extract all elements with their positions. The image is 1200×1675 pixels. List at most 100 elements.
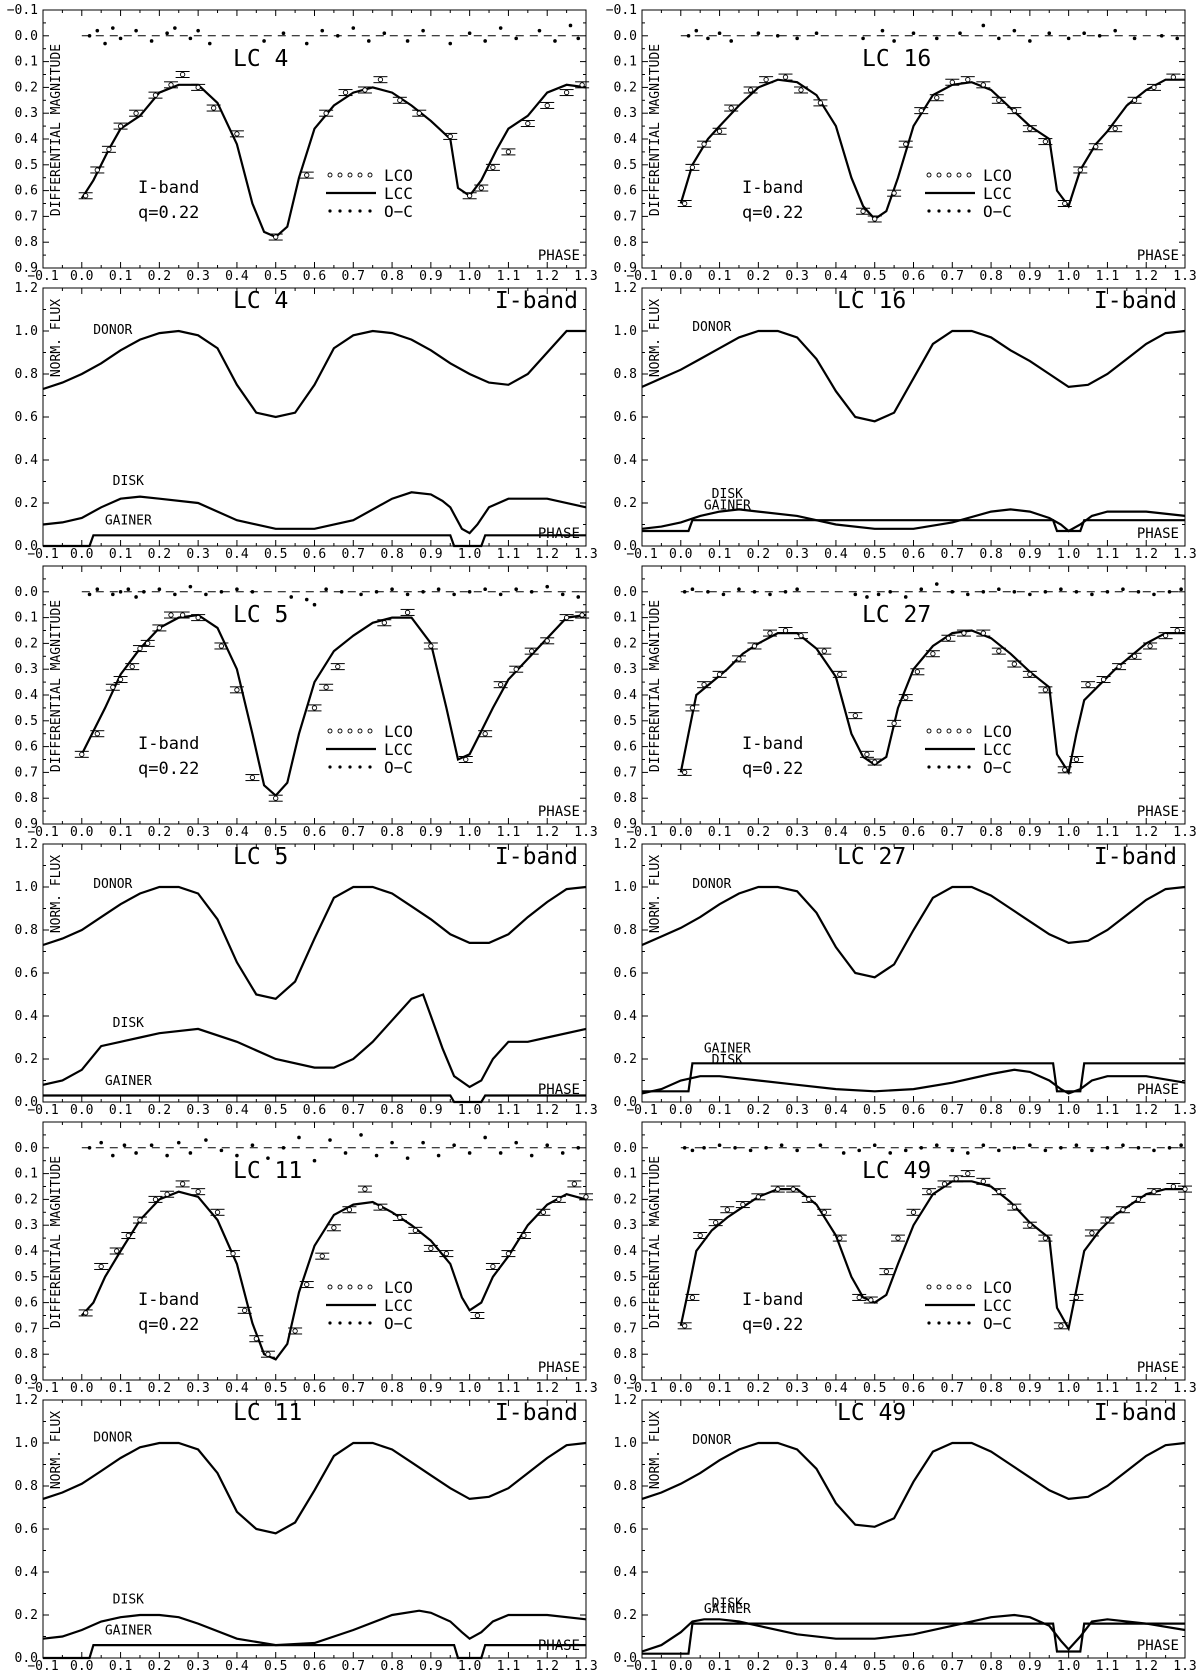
observed-point bbox=[941, 1181, 948, 1187]
x-tick-label: 0.1 bbox=[708, 1381, 731, 1396]
axis-frame bbox=[42, 9, 587, 269]
legend-marker-lco bbox=[946, 728, 952, 734]
observed-point bbox=[1151, 84, 1157, 91]
residual-point bbox=[165, 31, 169, 36]
y-axis-label: DIFFERENTIAL MAGNITUDE bbox=[648, 600, 663, 772]
series-line-gainer bbox=[642, 1622, 1185, 1655]
observed-point bbox=[94, 731, 100, 737]
x-axis-label: PHASE bbox=[1137, 1360, 1179, 1376]
panel-flux-7: −0.1 0.0 0.1 0.2 0.3 0.4 0.5 0.6 0.7 0.8 0.9 1.0 1.1… bbox=[15, 837, 598, 1118]
series-line-donor bbox=[42, 1441, 587, 1535]
residual-point bbox=[717, 1143, 722, 1148]
legend-marker-lco bbox=[956, 172, 962, 178]
x-tick-label: 0.5 bbox=[264, 547, 287, 562]
residual-point bbox=[176, 1140, 181, 1145]
x-tick-label: 0.8 bbox=[380, 825, 403, 840]
y-axis-label: NORM. FLUX bbox=[648, 855, 663, 933]
residual-point bbox=[324, 587, 328, 592]
x-tick-label: 1.0 bbox=[1057, 825, 1080, 840]
y-tick-label: 0.0 bbox=[614, 1651, 637, 1666]
x-tick-label: 0.3 bbox=[785, 547, 808, 562]
x-tick-label: 0.5 bbox=[863, 269, 886, 284]
x-tick-label: 1.3 bbox=[1173, 1381, 1196, 1396]
y-tick-label: 0.7 bbox=[15, 1321, 38, 1336]
residual-point bbox=[560, 592, 565, 597]
x-tick-label: 1.0 bbox=[1057, 1103, 1080, 1118]
x-tick-label: 0.5 bbox=[264, 825, 287, 840]
x-tick-label: 0.2 bbox=[148, 547, 171, 562]
residual-point bbox=[351, 26, 356, 30]
series-label-gainer: GAINER bbox=[704, 498, 751, 513]
observed-point bbox=[404, 609, 411, 616]
residual-point bbox=[266, 1156, 270, 1160]
y-tick-label: 0.2 bbox=[15, 1052, 38, 1067]
legend-marker-oc bbox=[348, 1321, 352, 1325]
observed-point bbox=[79, 751, 85, 757]
observed-point bbox=[83, 1310, 89, 1316]
series-label-disk: DISK bbox=[712, 1053, 743, 1068]
observed-point bbox=[852, 712, 858, 719]
x-tick-label: 0.5 bbox=[863, 547, 886, 562]
x-axis-label: PHASE bbox=[1137, 804, 1179, 820]
legend-label: LCC bbox=[983, 740, 1012, 759]
legend-marker-oc bbox=[947, 765, 951, 769]
series-line-gainer bbox=[642, 519, 1185, 533]
observed-point bbox=[563, 89, 570, 96]
series-line-donor bbox=[641, 885, 1186, 979]
residual-point bbox=[783, 590, 788, 594]
x-tick-label: 0.3 bbox=[785, 269, 808, 284]
y-tick-label: 0.6 bbox=[614, 184, 637, 199]
y-tick-label: 0.3 bbox=[15, 662, 38, 677]
band-annotation: I-band bbox=[742, 178, 803, 198]
observed-point bbox=[790, 1186, 796, 1192]
residual-point bbox=[888, 590, 893, 594]
residual-point bbox=[1028, 1143, 1032, 1148]
y-tick-label: 0.4 bbox=[614, 453, 638, 468]
y-tick-label: 0.2 bbox=[15, 496, 38, 511]
x-tick-label: 0.9 bbox=[1018, 269, 1041, 284]
residual-point bbox=[1097, 34, 1102, 38]
legend-marker-lco bbox=[357, 1284, 363, 1290]
residual-point bbox=[87, 34, 92, 38]
residual-point bbox=[498, 26, 503, 30]
residual-point bbox=[1074, 1143, 1079, 1148]
observed-point bbox=[362, 87, 368, 93]
legend-marker-lco bbox=[966, 728, 972, 734]
series-line-donor bbox=[42, 885, 587, 1000]
panel-title: LC 11 bbox=[233, 1400, 302, 1426]
y-tick-label: 0.2 bbox=[15, 636, 38, 651]
residual-point bbox=[880, 28, 885, 33]
y-tick-label: 0.6 bbox=[614, 966, 637, 981]
panel-magnitude-9: −0.1 0.0 0.1 0.2 0.3 0.4 0.5 0.6 0.7 0.8 0.9 1.0 1.1… bbox=[15, 1121, 598, 1396]
observed-point bbox=[821, 1209, 827, 1215]
series-label-gainer: GAINER bbox=[704, 1602, 751, 1617]
x-tick-label: 0.9 bbox=[419, 547, 442, 562]
x-axis-label: PHASE bbox=[538, 1360, 580, 1376]
panel-title: LC 16 bbox=[862, 46, 931, 72]
x-tick-label: −0.1 bbox=[27, 1103, 58, 1118]
observed-point bbox=[965, 1170, 971, 1177]
observed-point bbox=[292, 1328, 298, 1334]
y-tick-label: 1.2 bbox=[15, 281, 38, 296]
x-tick-label: 0.4 bbox=[225, 1659, 249, 1674]
panel-flux-8: −0.1 0.0 0.1 0.2 0.3 0.4 0.5 0.6 0.7 0.8 0.9 1.0 1.1… bbox=[614, 837, 1197, 1118]
residual-point bbox=[262, 39, 266, 43]
observed-point bbox=[490, 1263, 496, 1270]
x-tick-label: 1.2 bbox=[1134, 825, 1157, 840]
legend-marker-oc bbox=[927, 1321, 931, 1325]
observed-point bbox=[1073, 756, 1080, 763]
panel-magnitude-10: −0.1 0.0 0.1 0.2 0.3 0.4 0.5 0.6 0.7 0.8 0.9 1.0 1.1… bbox=[614, 1121, 1197, 1396]
x-tick-label: 0.1 bbox=[109, 547, 132, 562]
x-tick-label: −0.1 bbox=[27, 1659, 58, 1674]
residual-point bbox=[1152, 1148, 1156, 1153]
observed-point bbox=[214, 1209, 221, 1215]
observed-point bbox=[125, 1232, 131, 1239]
observed-point bbox=[525, 120, 531, 127]
legend-marker-oc bbox=[368, 1321, 372, 1325]
residual-point bbox=[706, 590, 710, 594]
y-tick-label: 0.4 bbox=[15, 132, 39, 147]
residual-point bbox=[188, 1151, 193, 1155]
x-tick-label: 1.2 bbox=[535, 1659, 558, 1674]
observed-point bbox=[1062, 767, 1068, 773]
residual-point bbox=[421, 1140, 425, 1145]
